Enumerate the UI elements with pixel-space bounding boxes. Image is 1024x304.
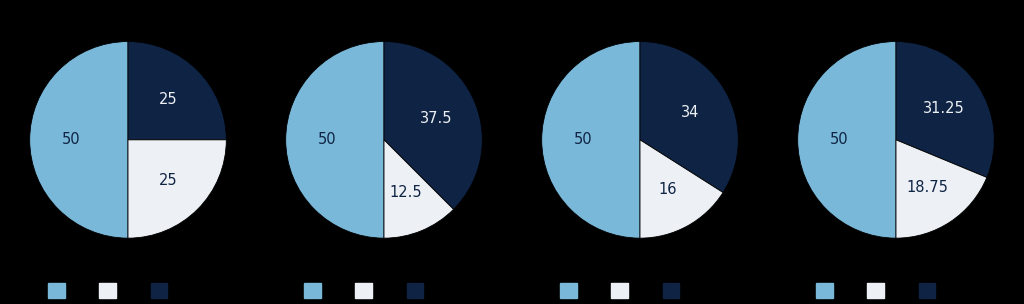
Text: 34: 34 xyxy=(681,105,699,120)
Wedge shape xyxy=(640,140,723,238)
Wedge shape xyxy=(384,42,482,209)
Text: 25: 25 xyxy=(159,92,177,107)
Text: 18.75: 18.75 xyxy=(906,180,948,195)
Text: 37.5: 37.5 xyxy=(421,111,453,126)
Wedge shape xyxy=(542,42,640,238)
Wedge shape xyxy=(896,140,987,238)
Wedge shape xyxy=(128,140,226,238)
Wedge shape xyxy=(640,42,738,192)
Wedge shape xyxy=(896,42,994,178)
Text: 50: 50 xyxy=(317,132,336,147)
Text: 50: 50 xyxy=(829,132,848,147)
Text: 50: 50 xyxy=(573,132,592,147)
Text: 16: 16 xyxy=(658,182,677,197)
Text: 31.25: 31.25 xyxy=(923,101,965,116)
Text: 25: 25 xyxy=(159,173,177,188)
Wedge shape xyxy=(798,42,896,238)
Wedge shape xyxy=(128,42,226,140)
Text: 12.5: 12.5 xyxy=(389,185,422,200)
Text: 50: 50 xyxy=(61,132,80,147)
Wedge shape xyxy=(30,42,128,238)
Wedge shape xyxy=(286,42,384,238)
Wedge shape xyxy=(384,140,454,238)
